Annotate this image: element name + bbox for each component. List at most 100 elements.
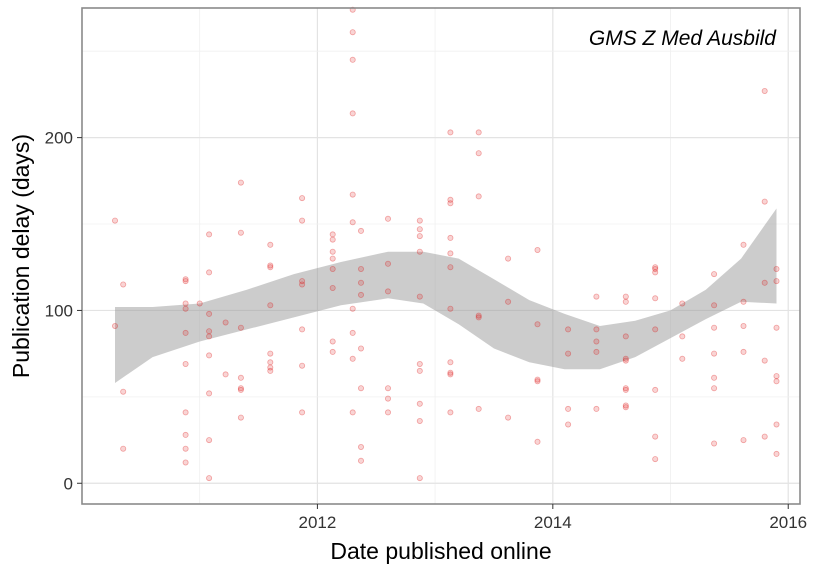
data-point [622,386,629,393]
data-point [773,450,780,457]
data-point [299,217,306,224]
data-point [299,195,306,202]
data-point [384,260,391,267]
data-point [773,278,780,285]
data-point [299,326,306,333]
data-point [416,417,423,424]
data-point [416,367,423,374]
data-point [267,367,274,374]
data-point [652,269,659,276]
data-point [652,386,659,393]
smooth-band-layer [115,208,777,383]
data-point [447,200,454,207]
data-point [447,264,454,271]
data-point [475,405,482,412]
data-point [357,291,364,298]
data-point [206,437,213,444]
data-point [711,324,718,331]
data-point [565,326,572,333]
data-point [357,227,364,234]
data-point [357,385,364,392]
data-point [416,475,423,482]
data-point [267,350,274,357]
data-point [237,179,244,186]
data-point [357,457,364,464]
y-tick-label: 200 [45,129,73,148]
data-point [711,385,718,392]
data-point [622,385,629,392]
data-point [773,421,780,428]
data-point [652,265,659,272]
data-point [329,255,336,262]
data-point [622,404,629,411]
data-point [416,293,423,300]
data-point [357,265,364,272]
data-point [416,217,423,224]
data-point [761,357,768,364]
data-point [182,409,189,416]
data-point [299,362,306,369]
data-point [384,215,391,222]
data-point [761,198,768,205]
data-point [475,193,482,200]
data-point [593,326,600,333]
data-point [267,302,274,309]
data-point [349,409,356,416]
data-point [711,302,718,309]
data-point [711,350,718,357]
data-point [182,445,189,452]
data-point [565,350,572,357]
data-point [349,29,356,36]
y-tick-label: 0 [64,474,73,493]
data-point [222,319,229,326]
data-point [416,226,423,233]
data-point [593,348,600,355]
data-point [475,150,482,157]
data-point [299,281,306,288]
data-point [120,281,127,288]
data-point [206,333,213,340]
data-point [182,360,189,367]
data-point [349,355,356,362]
data-point [237,229,244,236]
data-point [447,129,454,136]
data-point [679,300,686,307]
data-point [534,438,541,445]
data-point [206,310,213,317]
data-point [196,300,203,307]
data-point [182,329,189,336]
data-point [384,288,391,295]
data-point [534,321,541,328]
data-point [416,233,423,240]
data-point [267,241,274,248]
data-point [505,255,512,262]
data-point [740,437,747,444]
data-point [384,409,391,416]
data-point [349,110,356,117]
data-point [679,333,686,340]
data-point [652,264,659,271]
data-point [773,265,780,272]
data-point [299,278,306,285]
data-point [534,376,541,383]
data-point [740,322,747,329]
data-point [182,278,189,285]
data-point [267,264,274,271]
data-point [593,338,600,345]
data-point [773,378,780,385]
x-tick-label: 2016 [769,513,807,532]
data-point [357,279,364,286]
data-point [267,262,274,269]
data-point [206,352,213,359]
data-point [182,305,189,312]
data-point [711,374,718,381]
data-point [652,295,659,302]
data-point [206,231,213,238]
data-point [357,443,364,450]
data-point [222,371,229,378]
data-point [622,402,629,409]
data-point [622,357,629,364]
data-point [622,355,629,362]
data-point [447,196,454,203]
